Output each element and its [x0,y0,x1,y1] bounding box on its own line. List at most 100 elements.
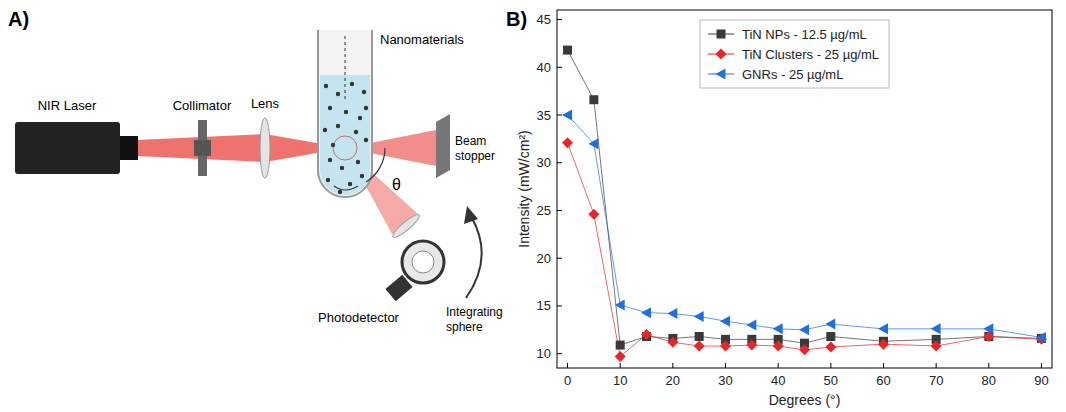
y-tick-label: 45 [537,12,551,27]
x-tick-label: 50 [824,373,838,388]
x-tick [1041,363,1042,368]
figure: A)NIR LaserCollimatorLensNanomaterialsBe… [0,0,1066,412]
x-tick-label: 30 [718,373,732,388]
diagram: A)NIR LaserCollimatorLensNanomaterialsBe… [8,8,503,334]
data-point [588,138,598,149]
data-point [931,341,942,352]
rotation-arrowhead [464,206,478,224]
x-tick-label: 0 [564,373,571,388]
series-line [568,143,1042,357]
y-tick-label: 25 [537,203,551,218]
data-point [746,320,756,331]
laser-nozzle [120,136,138,160]
x-tick-label: 60 [876,373,890,388]
particle [324,84,328,88]
data-point [562,137,573,148]
particle [356,160,360,164]
x-tick [672,363,673,368]
x-tick-label: 70 [929,373,943,388]
angle-arc [366,148,385,182]
particle [328,158,332,162]
stopper-label-line: Beam [455,134,486,148]
data-point [641,329,652,340]
legend-marker [716,49,727,60]
y-tick [557,162,562,163]
data-point [825,341,836,352]
y-tick-label: 10 [537,346,551,361]
plot-area [562,46,1047,362]
x-tick [620,363,621,368]
y-tick-label: 20 [537,251,551,266]
particle [364,106,368,110]
particle [354,130,358,134]
y-tick [557,258,562,259]
data-point [694,341,705,352]
legend: TiN NPs - 12.5 µg/mLTiN Clusters - 25 µg… [700,20,889,88]
data-point [773,341,784,352]
data-point [1036,332,1046,343]
data-point [695,332,704,341]
particle [360,174,364,178]
data-point [641,307,651,318]
data-point [615,299,625,310]
data-point [825,319,835,330]
stir-arrow [334,186,358,190]
legend-label: GNRs - 25 µg/mL [742,67,843,82]
stopper-label: Beamstopper [455,134,495,163]
stirrer-axis [345,36,346,100]
y-tick-label: 40 [537,60,551,75]
focus [333,136,357,160]
data-point [931,323,941,334]
beam-stopper [436,114,450,178]
stopper-label-line: stopper [455,149,495,163]
particle [323,128,327,132]
collimator-holder [194,140,211,156]
legend-marker [716,69,726,80]
x-tick-label: 80 [982,373,996,388]
rotation-arrow [466,218,482,298]
x-tick-label: 90 [1034,373,1048,388]
y-tick-label: 35 [537,108,551,123]
tube [318,30,372,197]
data-point [983,323,993,334]
data-point [878,323,888,334]
legend-label: TiN NPs - 12.5 µg/mL [742,27,867,42]
data-point [589,95,598,104]
data-point [563,46,572,55]
data-point [588,209,599,220]
integrating-sphere [402,241,444,283]
panel-label: A) [8,8,29,30]
particle [358,116,362,120]
laser-label: NIR Laser [38,98,97,113]
data-point [667,337,678,348]
y-tick [557,305,562,306]
y-tick [557,67,562,68]
detector-label: Photodetector [318,310,400,325]
panel-label: B) [506,8,527,30]
laser-beam [136,134,345,162]
legend-marker [717,30,726,39]
x-tick [830,363,831,368]
data-point [616,341,625,350]
y-axis-title: Intensity (mW/cm²) [516,130,532,247]
legend-box [700,20,889,88]
particle [326,178,330,182]
data-point [615,351,626,362]
particle [338,190,342,194]
data-point [562,110,572,121]
data-point [720,341,731,352]
x-axis-title: Degrees (°) [769,392,841,408]
data-point [799,324,809,335]
data-point [799,344,810,355]
y-tick [557,353,562,354]
lens-label: Lens [251,96,280,111]
y-tick [557,210,562,211]
series-line [568,50,1042,345]
sphere-label: Integratingsphere [446,305,503,334]
particle [350,82,354,86]
y-tick [557,115,562,116]
x-tick [936,363,937,368]
sphere-port [412,251,434,273]
particle [336,124,340,128]
x-tick [883,363,884,368]
